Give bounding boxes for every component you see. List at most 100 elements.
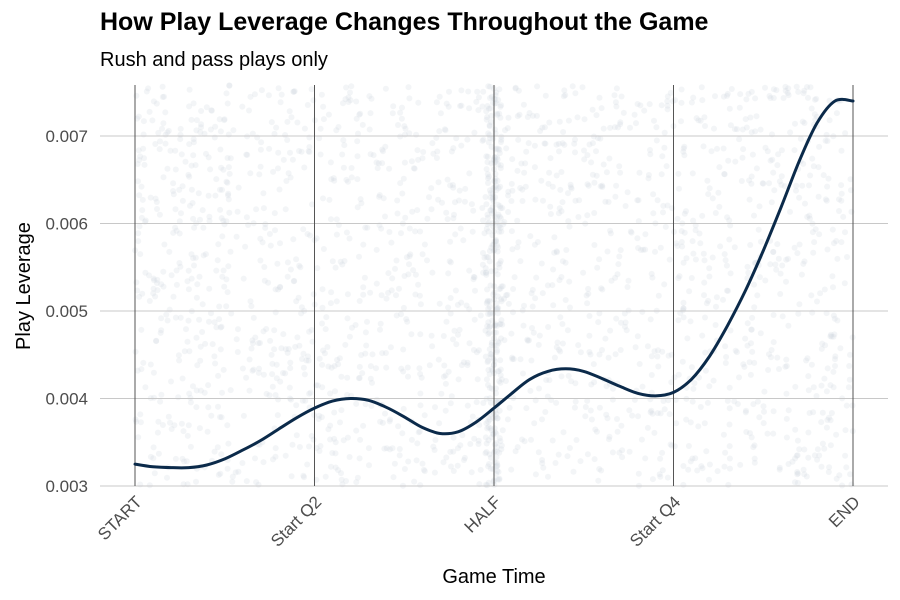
scatter-point [449, 182, 456, 188]
scatter-point [485, 331, 492, 337]
scatter-point [387, 344, 394, 351]
scatter-point [404, 364, 411, 371]
scatter-point [451, 327, 458, 334]
scatter-point [197, 129, 204, 136]
scatter-point [406, 225, 413, 232]
scatter-point [618, 422, 625, 429]
scatter-point [474, 376, 481, 383]
scatter-point [661, 406, 668, 413]
scatter-point [328, 176, 335, 183]
scatter-point [310, 436, 317, 443]
scatter-point [785, 85, 792, 92]
scatter-point [762, 144, 769, 151]
scatter-point [679, 358, 686, 365]
scatter-point [491, 425, 498, 432]
scatter-point [335, 361, 342, 368]
scatter-point [363, 342, 370, 349]
scatter-point [517, 185, 524, 191]
scatter-point [594, 264, 601, 271]
scatter-point [529, 286, 536, 293]
scatter-point [366, 462, 372, 469]
scatter-point [496, 321, 503, 328]
scatter-point [484, 171, 491, 178]
scatter-point [158, 327, 165, 334]
scatter-point [666, 256, 673, 263]
x-tick-label: Start Q4 [626, 492, 684, 550]
scatter-point [418, 374, 425, 381]
scatter-point [742, 335, 749, 342]
scatter-point [479, 261, 486, 268]
scatter-point [631, 111, 638, 118]
scatter-point [658, 102, 665, 109]
scatter-point [362, 350, 369, 357]
scatter-point [383, 295, 390, 302]
scatter-point [280, 331, 287, 338]
scatter-point [319, 384, 326, 391]
scatter-point [814, 456, 821, 463]
scatter-point [344, 291, 351, 298]
scatter-point [426, 362, 433, 369]
scatter-point [386, 446, 393, 453]
scatter-point [607, 227, 614, 234]
scatter-point [627, 228, 634, 235]
scatter-point [490, 466, 497, 473]
scatter-point [360, 422, 367, 429]
scatter-point [173, 267, 180, 274]
scatter-point [700, 143, 707, 150]
scatter-point [221, 283, 228, 290]
scatter-point [362, 401, 369, 408]
scatter-point [556, 205, 563, 212]
scatter-point [732, 347, 739, 354]
scatter-point [488, 366, 495, 372]
scatter-point [176, 186, 183, 193]
scatter-point [612, 193, 619, 200]
scatter-point [275, 149, 282, 156]
scatter-point [249, 337, 256, 344]
scatter-point [207, 166, 214, 173]
y-axis-title: Play Leverage [13, 222, 35, 350]
scatter-point [292, 343, 299, 350]
scatter-point [452, 287, 459, 294]
scatter-point [455, 376, 462, 383]
scatter-point [356, 298, 363, 304]
scatter-point [398, 311, 404, 318]
scatter-point [496, 146, 503, 153]
scatter-point [366, 126, 373, 133]
scatter-point [164, 129, 171, 136]
scatter-point [494, 347, 501, 354]
scatter-point [439, 199, 445, 206]
scatter-point [520, 322, 527, 329]
scatter-point [252, 334, 259, 341]
scatter-point [780, 95, 787, 101]
scatter-point [656, 471, 663, 478]
scatter-point [477, 312, 484, 319]
scatter-point [655, 363, 662, 370]
scatter-point [584, 212, 591, 219]
scatter-point [830, 312, 837, 319]
scatter-point [408, 436, 415, 443]
scatter-point [544, 282, 551, 289]
scatter-point [383, 364, 390, 371]
scatter-point [671, 443, 678, 450]
scatter-point [458, 362, 465, 369]
scatter-point [234, 208, 241, 215]
scatter-point [359, 121, 366, 128]
scatter-point [185, 286, 192, 293]
scatter-point [801, 87, 808, 94]
scatter-point [495, 201, 501, 208]
scatter-point [490, 185, 497, 192]
scatter-point [561, 141, 568, 148]
scatter-point [794, 471, 801, 478]
scatter-point [150, 455, 157, 462]
scatter-point [770, 248, 777, 255]
scatter-point [243, 214, 250, 221]
scatter-point [430, 443, 437, 450]
scatter-point [186, 86, 193, 93]
scatter-point [496, 213, 503, 220]
scatter-point [397, 109, 404, 116]
scatter-point [486, 416, 493, 423]
scatter-point [345, 99, 352, 105]
scatter-point [635, 470, 642, 477]
scatter-point [695, 423, 702, 430]
scatter-point [667, 89, 674, 96]
